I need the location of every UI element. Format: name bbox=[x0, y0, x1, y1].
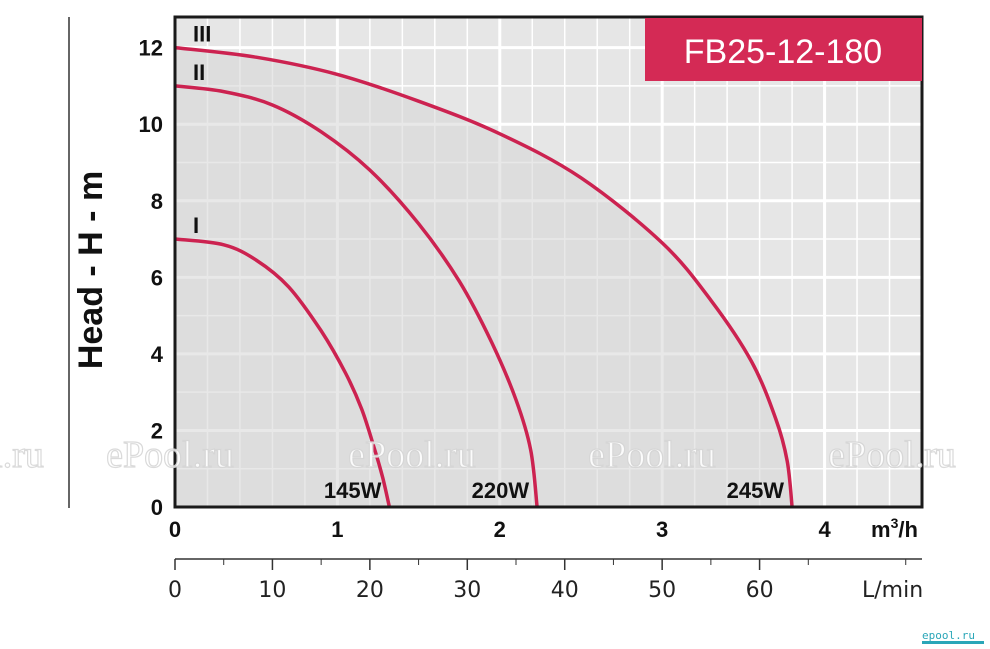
watermarks: ePool.ru ePool.ru ePool.ru ePool.ru ePool.ru bbox=[0, 433, 956, 476]
watermark-text: ePool.ru bbox=[348, 434, 476, 476]
y-tick-label: 8 bbox=[151, 189, 163, 214]
y-axis-label: Head - H - m bbox=[72, 171, 110, 369]
y-tick-label: 4 bbox=[151, 342, 164, 367]
logo-text: epool.ru bbox=[922, 629, 975, 642]
watermark-text: ePool.ru bbox=[106, 434, 234, 476]
model-label: FB25-12-180 bbox=[684, 33, 882, 71]
model-label-box bbox=[645, 18, 922, 81]
series-name-III: III bbox=[193, 22, 211, 47]
y-tick-label: 10 bbox=[139, 112, 163, 137]
lmin-tick-label: 40 bbox=[551, 578, 579, 603]
lmin-tick-label: 50 bbox=[648, 578, 676, 603]
series-curve-I bbox=[174, 237, 392, 508]
x-tick-label: 0 bbox=[169, 517, 181, 542]
operating-area bbox=[175, 47, 793, 507]
lmin-tick-label: 10 bbox=[258, 578, 286, 603]
series-name-II: II bbox=[193, 60, 205, 85]
logo-underline bbox=[922, 641, 984, 644]
watermark-text: ePool.ru bbox=[828, 434, 956, 476]
series-power-III: 245W bbox=[727, 478, 785, 503]
x-unit-tail: /h bbox=[898, 517, 918, 542]
watermark-text: ePool.ru bbox=[0, 434, 44, 476]
lmin-tick-label: 20 bbox=[356, 578, 384, 603]
y-tick-label: 12 bbox=[139, 36, 163, 61]
lmin-ticks: 0 10 20 30 40 50 60 bbox=[168, 559, 907, 603]
series-curves bbox=[174, 45, 794, 508]
epool-logo: epool.ru bbox=[922, 629, 984, 644]
x-tick-label: 1 bbox=[331, 517, 343, 542]
plot-frame bbox=[173, 15, 924, 509]
x-axis-unit: m3/h bbox=[871, 515, 918, 542]
series-curve-III bbox=[174, 45, 794, 508]
y-tick-label: 6 bbox=[151, 265, 163, 290]
y-tick-label: 2 bbox=[151, 418, 163, 443]
x-unit-base: m bbox=[871, 517, 891, 542]
lmin-tick-label: 0 bbox=[168, 578, 182, 603]
lmin-tick-label: 30 bbox=[453, 578, 481, 603]
y-tick-labels: 0 2 4 6 8 10 12 bbox=[139, 36, 164, 520]
watermark-text: ePool.ru bbox=[588, 434, 716, 476]
x-tick-label: 3 bbox=[656, 517, 668, 542]
x-tick-label: 2 bbox=[494, 517, 506, 542]
x-tick-label: 4 bbox=[818, 517, 831, 542]
x-tick-labels: 0 1 2 3 4 bbox=[169, 517, 832, 542]
series-labels: I 145W II 220W III 245W bbox=[193, 22, 784, 503]
series-power-I: 145W bbox=[324, 478, 382, 503]
lmin-axis-unit: L/min bbox=[862, 578, 923, 603]
series-power-II: 220W bbox=[472, 478, 530, 503]
y-tick-label: 0 bbox=[151, 495, 163, 520]
series-curve-II bbox=[174, 84, 539, 508]
x-unit-exponent: 3 bbox=[891, 515, 899, 531]
series-name-I: I bbox=[193, 213, 199, 238]
lmin-tick-label: 60 bbox=[746, 578, 774, 603]
